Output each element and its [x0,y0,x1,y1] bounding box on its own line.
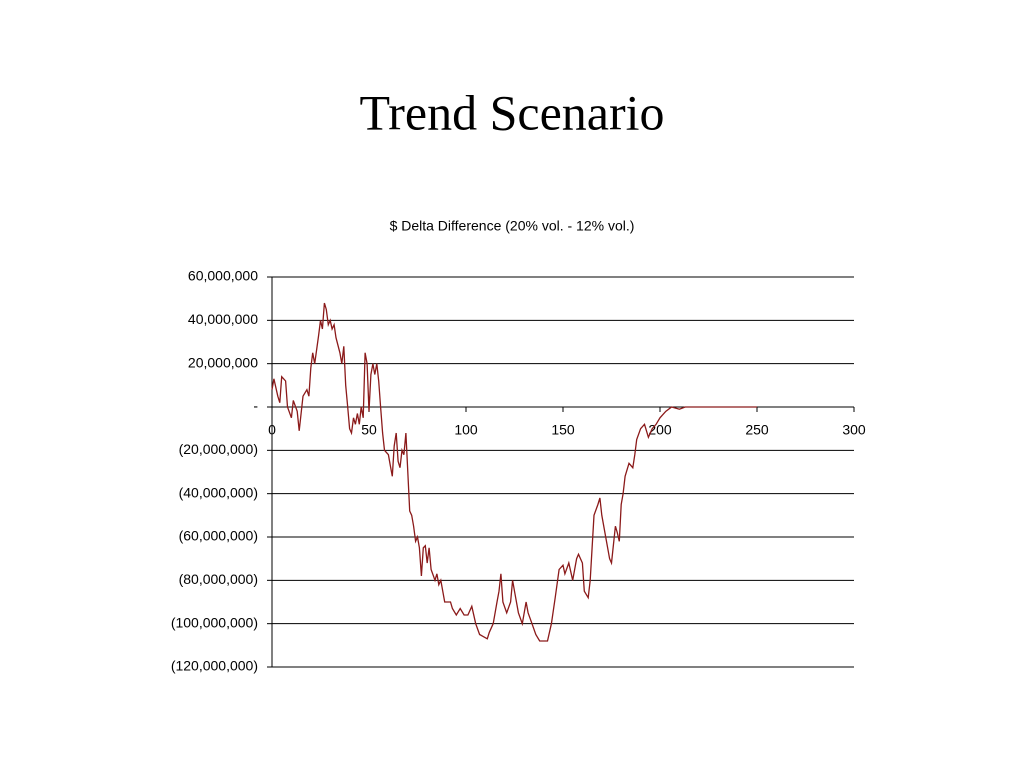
y-tick-label: (120,000,000) [171,658,258,674]
slide-title: Trend Scenario [359,84,664,140]
data-line [271,302,757,642]
y-tick-label: - [253,398,258,414]
y-tick-label: (80,000,000) [179,571,258,587]
x-tick-label: 300 [842,422,866,438]
y-tick-label: (100,000,000) [171,614,258,630]
chart-title: $ Delta Difference (20% vol. - 12% vol.) [390,218,635,234]
x-tick-label: 100 [454,422,478,438]
y-tick-label: (40,000,000) [179,484,258,500]
x-tick-label: 50 [361,422,377,438]
x-tick-label: 150 [551,422,575,438]
x-tick-label: 0 [268,422,276,438]
y-tick-label: 60,000,000 [188,268,258,284]
y-tick-label: 20,000,000 [188,354,258,370]
x-tick-label: 250 [745,422,769,438]
y-tick-label: (60,000,000) [179,528,258,544]
y-tick-label: (20,000,000) [179,441,258,457]
y-tick-label: 40,000,000 [188,311,258,327]
